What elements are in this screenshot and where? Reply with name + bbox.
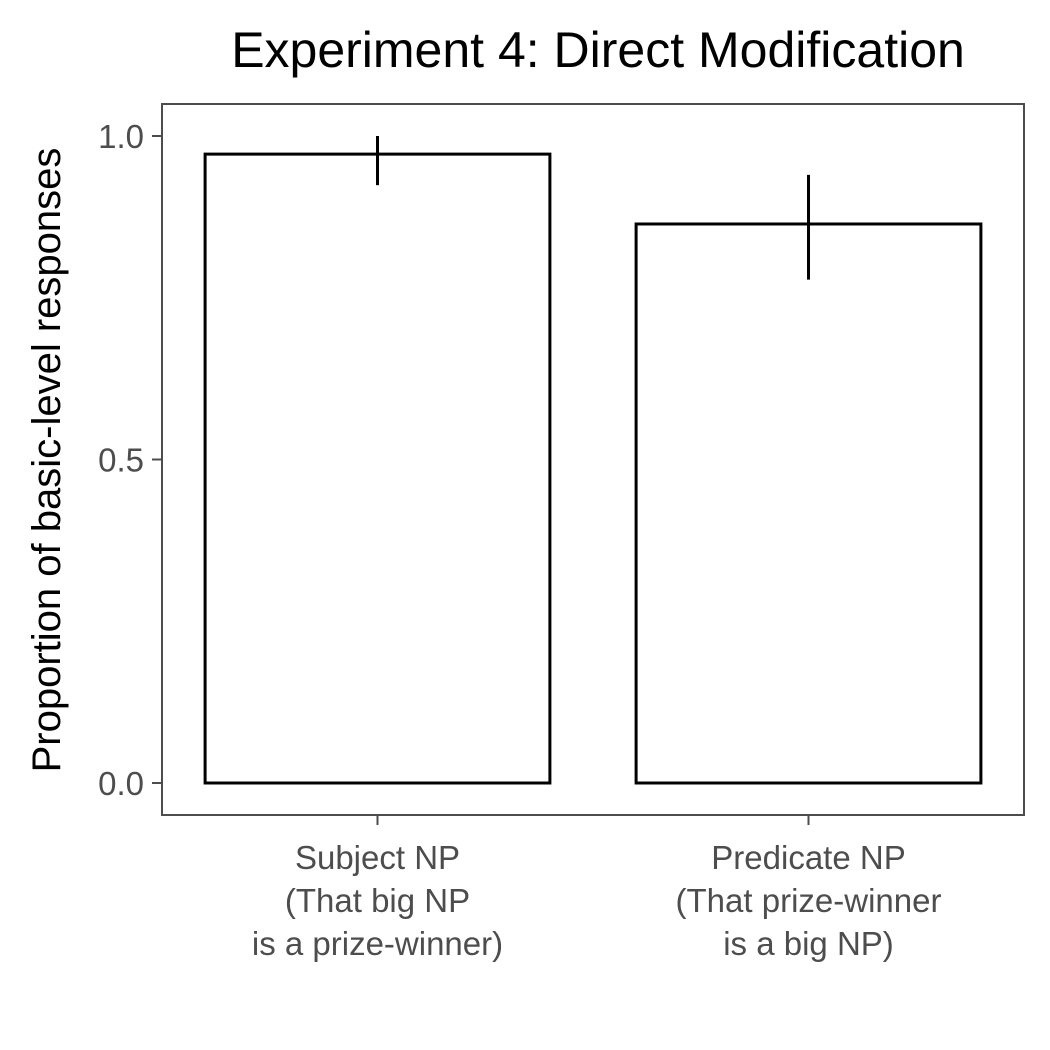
y-tick-label: 1.0 bbox=[98, 118, 144, 155]
x-tick-label-line: (That big NP bbox=[285, 882, 470, 919]
chart-title: Experiment 4: Direct Modification bbox=[231, 22, 965, 78]
x-tick-label-line: Predicate NP bbox=[711, 839, 905, 876]
x-tick-label-line: is a prize-winner) bbox=[252, 925, 503, 962]
y-axis-label: Proportion of basic-level responses bbox=[25, 148, 69, 773]
bar bbox=[203, 152, 552, 785]
y-tick-label: 0.5 bbox=[98, 442, 144, 479]
x-tick-label: Subject NP (That big NP is a prize-winner) bbox=[252, 839, 503, 962]
x-tick-label-line: (That prize-winner bbox=[676, 882, 942, 919]
plot-area: 0.0 0.5 1.0 Subject NP (That big NP is a priz… bbox=[98, 103, 1025, 962]
x-tick-label: Predicate NP (That prize-winner is a big N… bbox=[676, 839, 942, 962]
x-tick-label-line: is a big NP) bbox=[723, 925, 894, 962]
x-tick-label-line: Subject NP bbox=[295, 839, 460, 876]
y-tick-label: 0.0 bbox=[98, 765, 144, 802]
bar bbox=[634, 222, 983, 785]
